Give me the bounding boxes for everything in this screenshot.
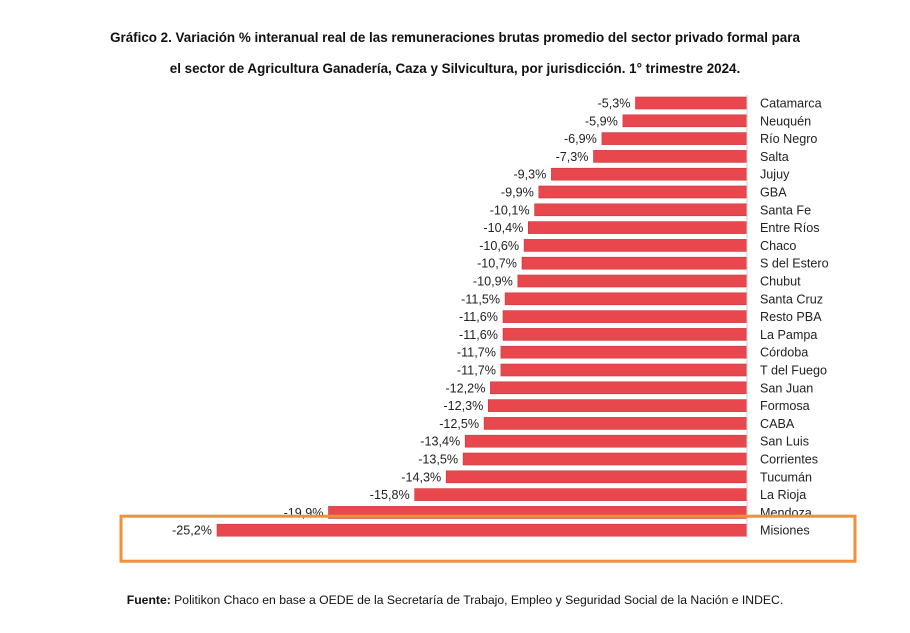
- bar-0: [635, 96, 748, 110]
- bar-4: [551, 167, 748, 181]
- category-label-16: San Juan: [760, 381, 813, 395]
- category-label-21: Tucumán: [760, 470, 812, 484]
- value-label-13: -11,6%: [459, 328, 498, 342]
- category-label-24: Misiones: [760, 524, 810, 538]
- category-label-13: La Pampa: [760, 328, 817, 342]
- bar-5: [538, 185, 748, 199]
- value-label-17: -12,3%: [443, 399, 483, 413]
- chart-title-line-1: Gráfico 2. Variación % interanual real d…: [110, 30, 800, 45]
- bar-16: [490, 381, 748, 395]
- value-label-19: -13,4%: [420, 435, 460, 449]
- value-label-12: -11,6%: [459, 310, 498, 324]
- value-label-14: -11,7%: [457, 346, 496, 360]
- bar-20: [462, 452, 748, 466]
- value-label-6: -10,1%: [490, 203, 530, 217]
- bar-22: [414, 488, 748, 501]
- value-label-21: -14,3%: [401, 470, 441, 484]
- category-label-14: Córdoba: [760, 346, 808, 360]
- category-label-1: Neuquén: [760, 114, 811, 128]
- value-label-8: -10,6%: [479, 239, 519, 253]
- category-label-20: Corrientes: [760, 453, 818, 467]
- value-label-20: -13,5%: [418, 453, 458, 467]
- category-label-10: Chubut: [760, 275, 801, 289]
- category-label-0: Catamarca: [760, 97, 822, 111]
- value-label-5: -9,9%: [501, 186, 534, 200]
- value-label-7: -10,4%: [483, 221, 523, 235]
- category-label-18: CABA: [760, 417, 795, 431]
- bar-18: [483, 417, 748, 430]
- chart-title: Gráfico 2. Variación % interanual real d…: [60, 22, 850, 84]
- value-label-10: -10,9%: [473, 275, 513, 289]
- value-label-1: -5,9%: [585, 114, 618, 128]
- value-label-15: -11,7%: [457, 364, 496, 378]
- category-label-7: Entre Ríos: [760, 221, 820, 235]
- value-label-0: -5,3%: [598, 97, 631, 111]
- bar-10: [517, 274, 748, 288]
- bar-9: [521, 256, 748, 270]
- chart-title-line-2: el sector de Agricultura Ganadería, Caza…: [169, 61, 741, 76]
- category-label-17: Formosa: [760, 399, 810, 413]
- value-label-24: -25,2%: [172, 524, 212, 538]
- category-label-8: Chaco: [760, 239, 796, 253]
- bar-2: [601, 132, 748, 145]
- value-label-9: -10,7%: [477, 257, 517, 271]
- bar-3: [593, 150, 748, 163]
- bar-1: [622, 114, 748, 128]
- category-label-19: San Luis: [760, 435, 809, 449]
- category-label-2: Río Negro: [760, 132, 817, 146]
- category-label-3: Salta: [760, 150, 789, 164]
- bar-12: [502, 310, 748, 323]
- bar-15: [500, 363, 748, 377]
- bar-19: [464, 434, 748, 448]
- source-label: Fuente:: [126, 593, 171, 607]
- value-label-11: -11,5%: [461, 292, 500, 306]
- category-label-11: Santa Cruz: [760, 292, 823, 306]
- category-label-15: T del Fuego: [760, 364, 827, 378]
- category-label-9: S del Estero: [760, 257, 829, 271]
- value-label-2: -6,9%: [564, 132, 597, 146]
- bar-6: [534, 203, 748, 217]
- bar-14: [500, 345, 748, 359]
- bar-7: [527, 221, 748, 234]
- category-label-22: La Rioja: [760, 488, 806, 502]
- highlight-box-misiones: [119, 514, 857, 563]
- value-label-18: -12,5%: [439, 417, 479, 431]
- category-label-5: GBA: [760, 186, 787, 200]
- bars-layer: -5,3% Catamarca -5,9% Neuquén -6,9% Río Negro…: [172, 97, 829, 538]
- bar-17: [487, 399, 748, 412]
- category-label-12: Resto PBA: [760, 310, 822, 324]
- bar-13: [502, 328, 748, 341]
- source-text: Politikon Chaco en base a OEDE de la Sec…: [170, 593, 784, 607]
- value-label-4: -9,3%: [513, 168, 546, 182]
- chart-source: Fuente: Politikon Chaco en base a OEDE d…: [40, 593, 870, 607]
- bar-11: [504, 292, 748, 306]
- value-label-3: -7,3%: [556, 150, 589, 164]
- bar-21: [445, 470, 748, 484]
- category-label-4: Jujuy: [760, 168, 790, 182]
- value-label-22: -15,8%: [370, 488, 410, 502]
- category-label-6: Santa Fe: [760, 203, 811, 217]
- bar-8: [523, 239, 748, 252]
- value-label-16: -12,2%: [445, 381, 485, 395]
